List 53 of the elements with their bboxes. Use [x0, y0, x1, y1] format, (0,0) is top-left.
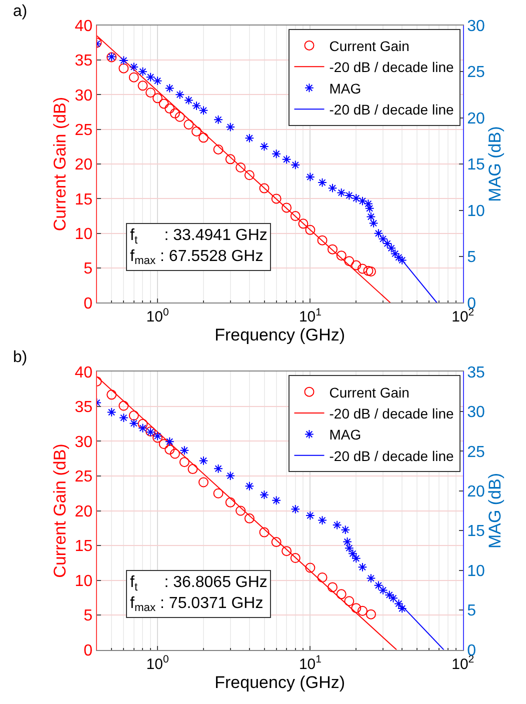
- legend-label: Current Gain: [329, 38, 410, 54]
- y2-tick-label: 20: [467, 483, 485, 500]
- legend-label: -20 dB / decade line: [329, 405, 454, 422]
- y-tick-label: 25: [74, 122, 93, 139]
- legend-label: -20 dB / decade line: [329, 448, 454, 464]
- x-axis-title: Frequency (GHz): [214, 672, 346, 692]
- y-tick-label: 20: [74, 503, 93, 520]
- x-tick-label: 10$^{0}$: [146, 653, 169, 673]
- x-tick-label: 10$^{1}$: [298, 306, 322, 326]
- y-tick-label: 35: [74, 52, 93, 70]
- y-tick-label: 0: [84, 295, 93, 312]
- y2-tick-label: 35: [467, 364, 485, 382]
- y2-tick-label: 5: [467, 249, 476, 266]
- legend-label: MAG: [329, 426, 362, 443]
- y-tick-label: 20: [74, 156, 93, 174]
- y-tick-label: 5: [84, 608, 93, 625]
- y2-tick-label: 30: [467, 404, 485, 422]
- legend-label: -20 dB / decade line: [329, 59, 454, 76]
- y2-tick-label: 25: [467, 444, 485, 461]
- y2-tick-label: 30: [467, 18, 485, 35]
- x-tick-label: 10$^{0}$: [146, 306, 169, 326]
- text: f$_{t}$ : 36.8065 GHz f$_{max}$ : 75.0371 GHz: [130, 574, 268, 614]
- text: a): [13, 3, 28, 20]
- y-tick-label: 40: [74, 364, 93, 382]
- y-tick-label: 40: [74, 18, 93, 35]
- y2-tick-label: 15: [467, 156, 485, 174]
- y-tick-label: 15: [74, 538, 93, 556]
- x-tick-label: 10$^{1}$: [298, 653, 322, 673]
- y-tick-label: 10: [74, 226, 93, 243]
- y-tick-label: 10: [74, 572, 93, 590]
- y-tick-label: 5: [84, 260, 93, 278]
- y-tick-label: 35: [74, 399, 93, 416]
- y2-tick-label: 10: [467, 562, 485, 580]
- y-axis-title: Current Gain (dB): [50, 96, 70, 232]
- y2-axis-title: MAG (dB): [485, 126, 504, 202]
- y-tick-label: 30: [74, 434, 93, 451]
- legend-label: -20 dB / decade line: [329, 102, 454, 118]
- y-tick-label: 0: [84, 642, 93, 660]
- legend-label: MAG: [329, 80, 362, 96]
- y2-tick-label: 25: [467, 64, 485, 82]
- y-axis-title: Current Gain (dB): [50, 444, 70, 578]
- legend-label: Current Gain: [329, 384, 410, 400]
- y2-axis-title: MAG (dB): [485, 472, 504, 549]
- x-axis-title: Frequency (GHz): [214, 326, 346, 345]
- text: b): [13, 349, 28, 366]
- y-tick-label: 15: [74, 191, 93, 208]
- text: f$_{t}$ : 33.4941 GHz f$_{max}$ : 67.5528 GHz: [130, 227, 268, 268]
- y-tick-label: 30: [74, 87, 93, 104]
- y2-tick-label: 10: [467, 202, 485, 220]
- y2-tick-label: 15: [467, 523, 485, 540]
- y-tick-label: 25: [74, 468, 93, 486]
- y2-tick-label: 20: [467, 110, 485, 128]
- y2-tick-label: 5: [467, 602, 476, 620]
